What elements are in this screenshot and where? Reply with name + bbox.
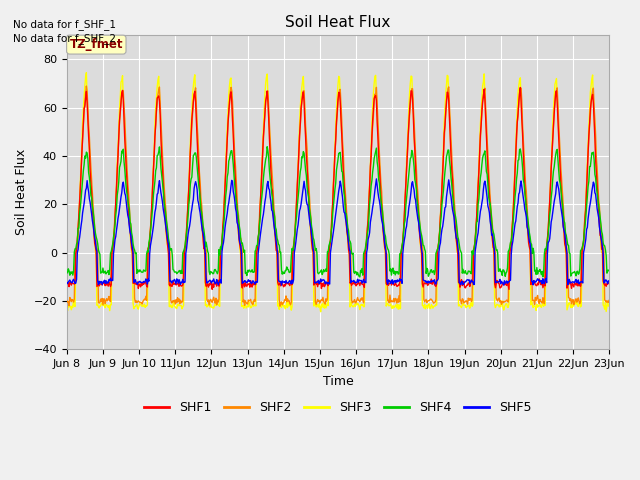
SHF5 [557, 205, 565, 211]
Line: SHF3: SHF3 [67, 72, 609, 312]
SHF2 [557, 167, 565, 172]
Line: SHF4: SHF4 [67, 147, 609, 277]
X-axis label: Time: Time [323, 374, 353, 387]
Title: Soil Heat Flux: Soil Heat Flux [285, 15, 390, 30]
SHF5 [205, 278, 213, 284]
Line: SHF2: SHF2 [67, 86, 609, 306]
SHF3 [63, 299, 70, 305]
SHF2 [63, 298, 70, 303]
SHF4 [182, 236, 189, 242]
SHF3 [317, 309, 324, 314]
Line: SHF1: SHF1 [67, 87, 609, 289]
SHF5 [500, 282, 508, 288]
SHF1 [505, 287, 513, 292]
SHF5 [605, 278, 613, 284]
SHF4 [63, 270, 70, 276]
SHF1 [205, 281, 213, 287]
SHF4 [605, 267, 613, 273]
SHF2 [384, 298, 392, 304]
Text: TZ_fmet: TZ_fmet [70, 38, 123, 51]
SHF3 [557, 180, 565, 186]
SHF2 [331, 150, 339, 156]
SHF3 [182, 231, 190, 237]
SHF1 [605, 279, 613, 285]
SHF1 [382, 281, 390, 287]
SHF2 [83, 83, 90, 89]
Line: SHF5: SHF5 [67, 179, 609, 285]
SHF5 [372, 176, 380, 182]
SHF2 [605, 298, 613, 303]
SHF1 [436, 228, 444, 234]
SHF5 [182, 251, 189, 256]
SHF4 [356, 274, 364, 280]
SHF5 [63, 280, 70, 286]
SHF3 [437, 199, 445, 204]
SHF1 [330, 182, 337, 188]
SHF2 [276, 303, 284, 309]
SHF2 [437, 198, 445, 204]
SHF3 [331, 144, 339, 150]
Text: No data for f_SHF_1
No data for f_SHF_2: No data for f_SHF_1 No data for f_SHF_2 [13, 19, 116, 44]
SHF2 [206, 298, 214, 303]
SHF2 [182, 226, 190, 232]
SHF1 [63, 280, 70, 286]
SHF1 [557, 183, 565, 189]
SHF3 [206, 304, 214, 310]
SHF4 [263, 144, 271, 150]
SHF4 [330, 195, 338, 201]
SHF1 [182, 242, 189, 248]
SHF3 [605, 302, 613, 308]
SHF4 [384, 246, 392, 252]
SHF3 [384, 300, 392, 306]
SHF3 [83, 70, 90, 75]
SHF4 [557, 187, 565, 192]
SHF5 [330, 228, 337, 234]
SHF1 [516, 84, 524, 90]
SHF5 [436, 240, 444, 246]
SHF5 [383, 278, 391, 284]
SHF4 [437, 214, 445, 219]
SHF4 [205, 269, 213, 275]
Legend: SHF1, SHF2, SHF3, SHF4, SHF5: SHF1, SHF2, SHF3, SHF4, SHF5 [140, 396, 536, 420]
Y-axis label: Soil Heat Flux: Soil Heat Flux [15, 149, 28, 236]
